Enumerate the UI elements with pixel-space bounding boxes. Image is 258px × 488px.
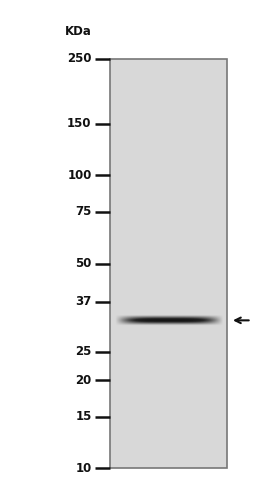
Text: 37: 37 (75, 295, 92, 308)
Text: 250: 250 (67, 52, 92, 65)
Text: 10: 10 (75, 462, 92, 475)
Text: KDa: KDa (65, 25, 92, 38)
Text: 75: 75 (75, 205, 92, 219)
Text: 150: 150 (67, 117, 92, 130)
Text: 100: 100 (67, 169, 92, 182)
Text: 15: 15 (75, 410, 92, 424)
Text: 25: 25 (75, 346, 92, 358)
Text: 20: 20 (75, 374, 92, 386)
Bar (110, 59, 227, 468)
Text: 50: 50 (75, 257, 92, 270)
